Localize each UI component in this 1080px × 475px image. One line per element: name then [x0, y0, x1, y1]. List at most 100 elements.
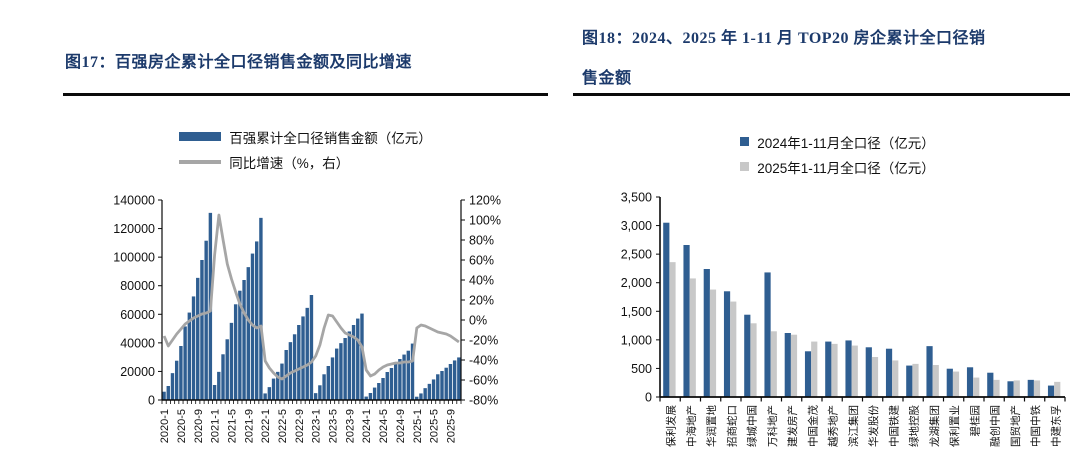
svg-text:2024-9: 2024-9 [395, 409, 407, 443]
sales-bar [339, 343, 343, 400]
figure17-title-underline [63, 93, 548, 96]
figure18-title-line2: 售金额 [582, 70, 632, 87]
svg-text:2023-5: 2023-5 [328, 409, 340, 443]
svg-text:中海地产: 中海地产 [685, 405, 698, 447]
sales-bar [238, 290, 242, 400]
bar [987, 372, 994, 397]
svg-text:-20%: -20% [469, 334, 498, 348]
svg-text:40000: 40000 [120, 336, 155, 350]
sales-bar [217, 371, 221, 400]
bar [845, 340, 852, 397]
x-axis-labels: 2020-1 2020-5 2020-9 2021-1 2021-5 2021-9 2022… [159, 409, 457, 443]
svg-text:80%: 80% [469, 234, 494, 248]
svg-text:140000: 140000 [113, 194, 155, 208]
svg-text:中国铁建: 中国铁建 [887, 405, 900, 447]
sales-bar [335, 348, 339, 400]
sales-bar [347, 331, 352, 400]
figure18-title-underline [573, 93, 1070, 96]
bar [1047, 385, 1055, 397]
sales-bar [385, 372, 389, 400]
sales-bar [360, 313, 364, 400]
sales-bar [191, 296, 196, 400]
bar [703, 269, 710, 397]
bar [744, 314, 751, 397]
bar [804, 351, 812, 397]
svg-text:2022-9: 2022-9 [294, 409, 306, 443]
sales-bar [225, 339, 229, 400]
sales-bar [246, 267, 250, 400]
sales-bar [415, 396, 419, 400]
sales-bar [427, 383, 432, 400]
sales-bar [436, 374, 440, 400]
bar [663, 222, 670, 397]
svg-text:2021-1: 2021-1 [210, 409, 222, 443]
bar [730, 301, 737, 397]
bar [1007, 381, 1014, 397]
series-2024-label: 2024年1-11月全口径（亿元） [757, 135, 935, 151]
svg-text:0%: 0% [469, 314, 487, 328]
figure17-chart: 0 20000 40000 60000 80000 100000 120000 140000 -… [113, 194, 501, 444]
svg-text:龙湖集团: 龙湖集团 [928, 405, 941, 447]
bar [764, 272, 771, 397]
svg-text:120000: 120000 [113, 222, 155, 236]
sales-bar [377, 383, 381, 400]
figure17-legend-item-line: 同比增速（%，右） [179, 149, 432, 174]
bar [689, 278, 696, 397]
sales-bar [389, 368, 394, 400]
svg-text:越秀地产: 越秀地产 [827, 405, 840, 447]
sales-bar [204, 240, 208, 400]
bar [709, 289, 717, 397]
series-2025-label: 2025年1-11月全口径（亿元） [757, 160, 935, 176]
sales-bar [343, 338, 347, 400]
bar [1054, 381, 1061, 397]
figure18-chart: 0 500 1,000 1,500 2,000 2,500 3,000 3,500 保利发展 中海… [621, 191, 1066, 447]
sales-bar [330, 357, 335, 400]
svg-text:保利发展: 保利发展 [665, 405, 678, 447]
svg-text:建发房产: 建发房产 [786, 405, 799, 447]
svg-text:2020-5: 2020-5 [176, 409, 188, 443]
sales-bar [309, 295, 314, 400]
bar [1027, 379, 1034, 397]
sales-bar [322, 374, 326, 400]
sales-bar [196, 277, 200, 400]
svg-text:2021-5: 2021-5 [226, 409, 238, 443]
sales-bar [351, 325, 356, 400]
sales-bar [305, 307, 309, 400]
sales-bar [356, 318, 360, 400]
bars-2024 [663, 222, 1055, 397]
sales-bar [398, 359, 402, 400]
sales-bar [187, 312, 192, 400]
sales-bar [448, 364, 453, 400]
svg-text:2025-1: 2025-1 [412, 409, 424, 443]
bar [784, 333, 791, 397]
sales-bar [179, 346, 183, 400]
sales-bar [292, 334, 297, 400]
svg-text:2,000: 2,000 [621, 276, 652, 290]
sales-bar [410, 343, 415, 400]
sales-bar [200, 260, 204, 400]
figure18-title-line1: 图18：2024、2025 年 1-11 月 TOP20 房企累计全口径销 [582, 30, 986, 47]
svg-text:2024-1: 2024-1 [361, 409, 373, 443]
bar [926, 346, 933, 397]
svg-text:3,500: 3,500 [621, 191, 652, 205]
svg-text:0: 0 [645, 391, 652, 405]
svg-text:万科地产: 万科地产 [766, 405, 779, 447]
bar-series-swatch [179, 132, 222, 141]
svg-text:国贸地产: 国贸地产 [1009, 405, 1022, 447]
bar [811, 341, 818, 397]
bar [946, 368, 953, 397]
sales-bar [406, 350, 411, 400]
svg-text:2025-5: 2025-5 [429, 409, 441, 443]
sales-bar [318, 385, 322, 400]
bar [851, 345, 858, 397]
sales-bar [423, 388, 427, 400]
figure18-plot: 0 500 1,000 1,500 2,000 2,500 3,000 3,500 保利发展 中海… [621, 191, 1066, 447]
bar [750, 323, 757, 397]
sales-bar [364, 396, 368, 400]
svg-text:-80%: -80% [469, 394, 498, 408]
bar [932, 365, 939, 397]
sales-bar [440, 371, 444, 400]
bar [993, 379, 1000, 397]
sales-bar [162, 391, 166, 400]
